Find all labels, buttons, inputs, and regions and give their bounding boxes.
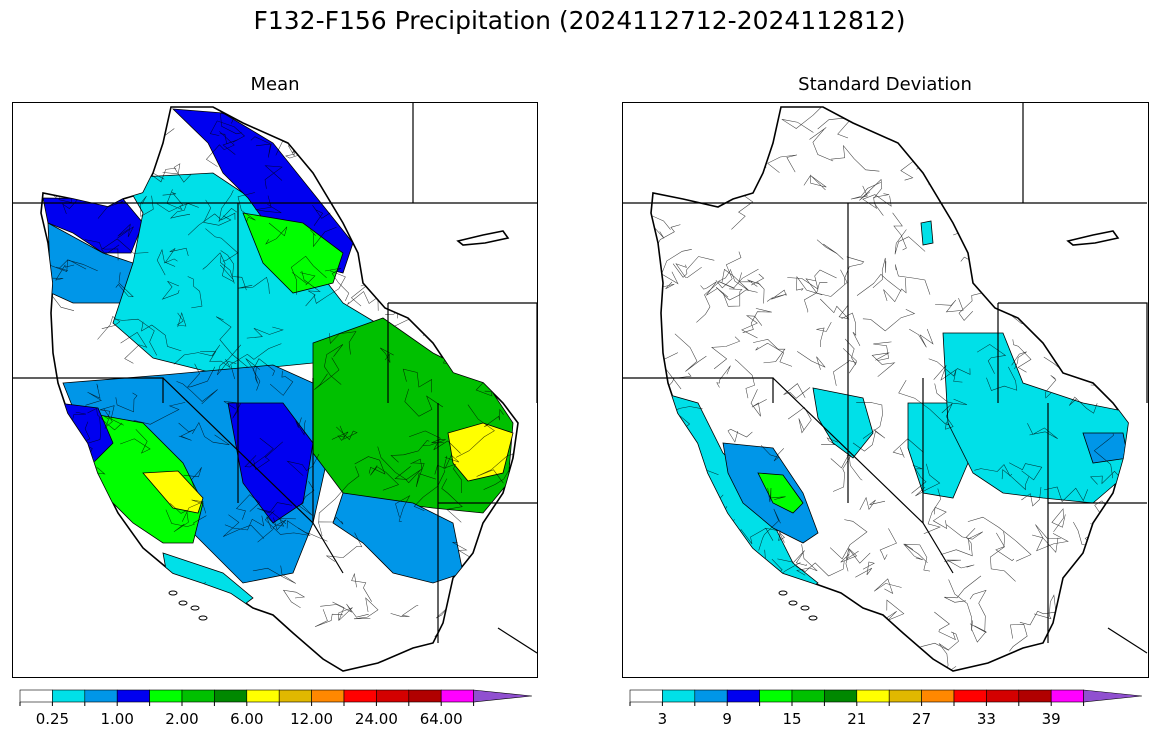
island xyxy=(808,615,818,621)
stddev-colorbar: 3 9 15 21 27 33 39 xyxy=(629,689,1143,734)
region-arizona-highlands xyxy=(332,492,464,584)
colorbar-tick-label: 12.00 xyxy=(290,710,334,728)
stddev-map xyxy=(622,102,1149,678)
colorbar-segment xyxy=(149,689,183,703)
region-utah-wasatch xyxy=(227,402,314,524)
colorbar-segment xyxy=(473,689,533,703)
colorbar-segment xyxy=(726,689,760,703)
colorbar-tick-label: 15 xyxy=(782,710,802,728)
colorbar-tick-label: 9 xyxy=(722,710,732,728)
colorbar-segment xyxy=(116,689,150,703)
colorbar-tick-label: 3 xyxy=(657,710,668,728)
colorbar-segment xyxy=(694,689,728,703)
colorbar-tick-label: 33 xyxy=(976,710,996,728)
colorbar-segment xyxy=(888,689,922,703)
region-idaho-spot xyxy=(920,220,934,246)
island xyxy=(778,590,788,596)
stddev-map-svg xyxy=(623,103,1148,672)
colorbar-segment xyxy=(1083,689,1143,703)
colorbar-segment xyxy=(84,689,118,703)
region-colorado-rockies xyxy=(942,332,1128,504)
region-montana-highlands xyxy=(242,212,344,294)
colorbar-tick-label: 6.00 xyxy=(230,710,264,728)
stddev-panel-title: Standard Deviation xyxy=(798,74,972,95)
island xyxy=(168,590,178,596)
colorbar-tick-label: 0.25 xyxy=(35,710,70,728)
colorbar-tick-label: 64.00 xyxy=(419,710,463,728)
land-outline xyxy=(650,106,1129,672)
mean-map xyxy=(12,102,538,678)
state-boundaries xyxy=(13,103,537,654)
region-sierra-crest xyxy=(757,472,804,514)
island xyxy=(800,605,810,611)
region-nevada-basins xyxy=(812,387,874,459)
colorbar-segment xyxy=(343,689,377,703)
colorbar-tick-label: 24.00 xyxy=(354,710,398,728)
mean-map-svg xyxy=(13,103,537,672)
colorbar-segment xyxy=(52,689,86,703)
colorbar-segment xyxy=(921,689,955,703)
colorbar-segment xyxy=(1050,689,1084,703)
colorbar-segment xyxy=(376,689,410,703)
region-colorado-rockies xyxy=(312,317,514,514)
mean-colorbar: 0.25 1.00 2.00 6.00 12.00 24.00 64.00 xyxy=(19,689,533,734)
figure-title: F132-F156 Precipitation (2024112712-2024… xyxy=(253,6,906,35)
colorbar-segment xyxy=(278,689,312,703)
colorbar-segment xyxy=(311,689,345,703)
colorbar-segment xyxy=(662,689,696,703)
colorbar-segment xyxy=(759,689,793,703)
stddev-colorbar-svg xyxy=(629,689,1143,706)
island xyxy=(788,600,798,606)
colorbar-segment xyxy=(19,689,53,703)
region-colorado-front-range xyxy=(1082,432,1128,464)
island xyxy=(190,605,200,611)
colorbar-tick-label: 21 xyxy=(847,710,867,728)
colorbar-segment xyxy=(791,689,825,703)
colorbar-segment xyxy=(953,689,987,703)
mean-colorbar-svg xyxy=(19,689,533,706)
colorbar-tick-label: 1.00 xyxy=(100,710,134,728)
region-sierra-crest xyxy=(142,470,204,514)
island xyxy=(198,615,208,621)
colorbar-segment xyxy=(629,689,663,703)
region-colorado-front-range xyxy=(447,422,514,482)
mean-panel-title: Mean xyxy=(250,74,300,95)
colorbar-segment xyxy=(181,689,215,703)
island xyxy=(178,600,188,606)
colorbar-segment xyxy=(856,689,890,703)
colorbar-segment xyxy=(214,689,248,703)
colorbar-tick-label: 2.00 xyxy=(165,710,199,728)
colorbar-segment xyxy=(986,689,1020,703)
colorbar-tick-label: 27 xyxy=(912,710,932,728)
colorbar-segment xyxy=(1018,689,1052,703)
colorbar-tick-label: 39 xyxy=(1041,710,1061,728)
colorbar-segment xyxy=(408,689,442,703)
colorbar-segment xyxy=(440,689,474,703)
colorbar-segment xyxy=(824,689,858,703)
colorbar-segment xyxy=(246,689,280,703)
state-boundaries xyxy=(623,103,1148,654)
